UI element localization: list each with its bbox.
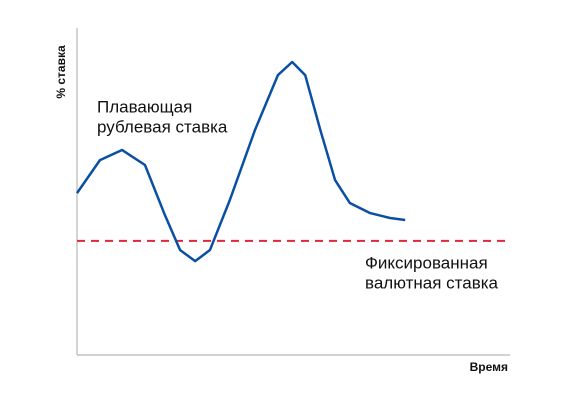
x-axis-label: Время xyxy=(470,360,508,374)
annotation: Плавающая xyxy=(97,97,192,116)
annotation: валютная ставка xyxy=(365,273,499,292)
annotation: Фиксированная xyxy=(365,253,488,272)
series-line xyxy=(75,60,406,263)
annotation: рублевая ставка xyxy=(97,117,228,136)
y-axis-label: % ставка xyxy=(54,45,68,99)
